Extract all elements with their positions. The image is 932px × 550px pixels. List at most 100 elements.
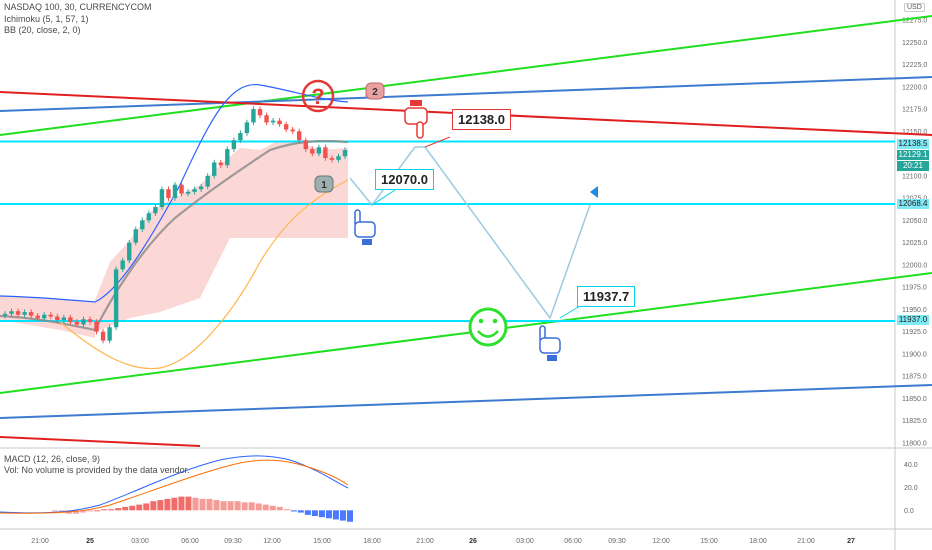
ichimoku-cloud-left [0,296,95,338]
macd-histogram-bar [185,496,192,511]
macd-histogram-bar [325,510,332,519]
candle-body [113,269,119,328]
macd-histogram-bar [80,510,87,513]
smiley-icon [468,307,508,347]
candle-body [342,150,348,157]
y-tick-label: 11875.0 [902,374,927,381]
y-tick-label: 11925.0 [902,329,927,336]
macd-histogram-bar [73,510,80,514]
volume-legend[interactable]: Vol: No volume is provided by the data v… [4,465,190,475]
x-tick-label: 27 [847,538,855,545]
x-tick-label: 06:00 [181,538,199,545]
candle-body [264,115,269,123]
x-tick-label: 06:00 [564,538,582,545]
price-label-last: 12129.1 [897,150,929,160]
y-tick-label: 12100.0 [902,173,927,180]
candle-body [140,220,145,230]
bubble-2-icon [365,82,385,100]
y-tick-label: 12025.0 [902,240,927,247]
candle-body [15,311,21,315]
x-tick-label: 18:00 [749,538,767,545]
candle-body [212,162,217,176]
candle-body [81,319,86,325]
blue-channel-lower [0,384,932,419]
macd-histogram-bar [234,501,241,511]
callout-pointer-1 [424,136,451,148]
candle-body [238,133,243,141]
macd-histogram-bar [199,498,206,511]
macd-histogram-bar [262,504,269,511]
macd-histogram-bar [304,510,311,515]
candle-body [146,213,152,221]
candle-body [94,321,99,332]
callout-11937[interactable]: 11937.7 [577,286,636,307]
bb-basis [0,139,349,332]
blue-channel-upper [0,76,932,112]
candle-body [198,186,204,190]
y-tick-label: 12150.0 [902,129,927,136]
macd-signal-line [0,459,349,514]
x-tick-label: 09:30 [224,538,242,545]
bubble-2-label: 2 [372,87,378,98]
y-tick-label: 11900.0 [902,351,927,358]
y-tick-label: 12250.0 [902,40,927,47]
macd-tick-label: 40.0 [904,462,918,469]
macd-histogram-bar [213,500,220,511]
x-tick-label: 15:00 [313,538,331,545]
candle-body [277,120,282,125]
candle-body [172,184,178,199]
candle-body [179,184,184,194]
candle-body [120,260,125,270]
smiley-eye-right [492,318,498,324]
x-tick-label: 21:00 [416,538,434,545]
candle-body [297,131,302,141]
callout-12138[interactable]: 12138.0 [452,109,511,130]
ichimoku-legend[interactable]: Ichimoku (5, 1, 57, 1) [4,14,89,24]
candle-body [74,321,80,325]
pointing-hand-icon-1 [354,209,376,245]
candle-body [9,311,14,314]
macd-histogram-bar [136,504,143,511]
x-tick-label: 12:00 [263,538,281,545]
countdown-label: 20:21 [897,161,929,171]
symbol-legend[interactable]: NASDAQ 100, 30, CURRENCYCOM [4,2,152,12]
candle-body [48,314,53,317]
candle-body [290,129,295,132]
callout-pointer-3 [559,305,581,319]
candle-body [35,315,40,319]
macd-legend[interactable]: MACD (12, 26, close, 9) [4,454,101,464]
y-tick-label: 11975.0 [902,285,927,292]
macd-histogram-bar [339,510,346,521]
macd-histogram-bar [157,500,164,511]
macd-histogram-bar [318,510,325,518]
macd-histogram-bar [129,505,136,511]
candle-body [159,189,165,208]
candle-body [68,317,73,322]
x-tick-label: 18:00 [363,538,381,545]
callout-12070[interactable]: 12070.0 [375,169,434,190]
macd-tick-label: 20.0 [904,485,918,492]
macd-histogram-bar [255,503,262,511]
x-tick-label: 26 [469,538,477,545]
red-hand-icon [404,100,428,139]
candle-body [87,319,93,322]
macd-histogram-bar [122,506,129,511]
macd-histogram-bar [178,496,185,511]
y-tick-label: 11825.0 [902,418,927,425]
candle-body [127,242,132,261]
y-tick-label: 12200.0 [902,84,927,91]
candle-body [244,122,250,134]
x-tick-label: 03:00 [516,538,534,545]
y-tick-label: 12000.0 [902,262,927,269]
bubble-1-label: 1 [321,180,327,191]
candle-body [107,327,112,341]
candle-body [28,312,34,316]
candle-body [218,162,223,166]
price-label-level-3: 11937.0 [897,315,929,325]
macd-histogram-bar [192,497,199,511]
currency-button[interactable]: USD [904,3,925,12]
x-tick-label: 09:30 [608,538,626,545]
macd-histogram-bar [311,510,318,517]
bb-legend[interactable]: BB (20, close, 2, 0) [4,25,81,35]
macd-histogram-bar [108,509,115,511]
